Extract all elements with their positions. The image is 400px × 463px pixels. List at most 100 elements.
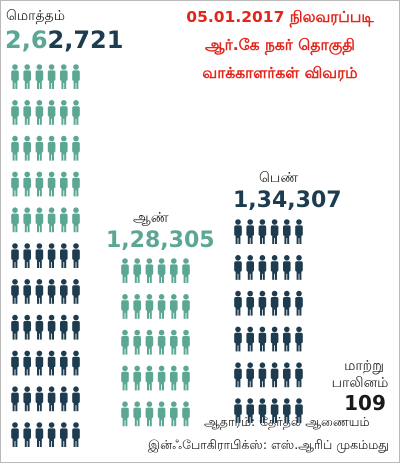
total-person-icon xyxy=(47,100,56,125)
total-person-icon xyxy=(47,171,56,197)
female-person-icon xyxy=(234,219,242,244)
total-person-icon xyxy=(35,279,44,304)
male-person-icon xyxy=(157,365,166,391)
total-person-icon xyxy=(60,171,68,197)
total-person-icon xyxy=(60,135,68,161)
total-person-icon xyxy=(47,386,56,412)
total-person-icon xyxy=(11,279,19,304)
total-person-icon xyxy=(35,243,44,268)
total-person-icon xyxy=(60,350,68,376)
male-person-icon xyxy=(157,294,166,319)
total-person-icon xyxy=(23,422,31,447)
female-person-icon xyxy=(258,326,267,352)
total-person-icon xyxy=(72,279,80,304)
credit-text: இன்ஃபோகிராபிக்ஸ்: எஸ்.ஆரிப் முகம்மது xyxy=(148,437,390,452)
total-person-icon xyxy=(11,386,19,412)
total-person-icon xyxy=(72,207,80,233)
male-person-icon xyxy=(157,329,166,355)
other-value: 109 xyxy=(344,391,386,415)
male-person-icon xyxy=(121,294,129,319)
female-person-icon xyxy=(234,326,242,352)
male-person-icon xyxy=(145,401,154,427)
female-person-icon xyxy=(246,290,254,316)
male-person-icon xyxy=(182,401,190,427)
female-person-icon xyxy=(246,362,254,388)
female-person-icon xyxy=(283,254,291,280)
total-value-part1: 2,6 xyxy=(5,26,48,54)
total-label: மொத்தம் xyxy=(6,8,65,24)
female-person-icon xyxy=(258,290,267,316)
total-person-icon xyxy=(11,422,19,447)
total-person-icon xyxy=(35,207,44,233)
chart-title-line-2: ஆர்.கே நகர் தொகுதி xyxy=(205,36,355,54)
other-label-line-2: பாலினம் xyxy=(331,375,389,391)
total-person-icon xyxy=(47,422,56,447)
total-person-icon xyxy=(35,100,44,125)
male-person-icon xyxy=(133,365,141,391)
female-person-icon xyxy=(295,398,303,423)
total-person-icon xyxy=(72,135,80,161)
female-person-icon xyxy=(270,254,279,280)
total-person-icon xyxy=(23,314,31,340)
total-person-icon xyxy=(47,207,56,233)
total-person-icon xyxy=(35,314,44,340)
total-person-icon xyxy=(47,350,56,376)
female-person-icon xyxy=(258,219,267,244)
female-person-icon xyxy=(295,254,303,280)
total-person-icon xyxy=(72,314,80,340)
total-person-icon xyxy=(23,279,31,304)
female-person-icon xyxy=(283,362,291,388)
total-person-icon xyxy=(23,171,31,197)
total-person-icon xyxy=(11,350,19,376)
total-person-icon xyxy=(11,171,19,197)
female-person-icon xyxy=(283,219,291,244)
female-person-icon xyxy=(283,326,291,352)
male-person-icon xyxy=(145,365,154,391)
male-person-icon xyxy=(170,258,178,283)
total-person-icon xyxy=(35,386,44,412)
total-person-icon xyxy=(11,243,19,268)
total-person-icon xyxy=(23,135,31,161)
male-person-icon xyxy=(157,401,166,427)
female-person-icon xyxy=(234,254,242,280)
female-person-icon xyxy=(295,326,303,352)
male-person-icon xyxy=(121,365,129,391)
total-person-icon xyxy=(23,100,31,125)
total-person-icon xyxy=(60,64,68,89)
total-person-icon xyxy=(72,386,80,412)
male-person-icon xyxy=(121,401,129,427)
male-person-icon xyxy=(145,258,154,283)
total-person-icon xyxy=(60,422,68,447)
total-person-icon xyxy=(72,171,80,197)
female-person-icon xyxy=(234,290,242,316)
male-person-icon xyxy=(182,365,190,391)
male-person-icon xyxy=(182,258,190,283)
male-person-icon xyxy=(133,329,141,355)
total-person-icon xyxy=(72,350,80,376)
male-person-icon xyxy=(182,329,190,355)
male-person-icon xyxy=(157,258,166,283)
total-person-icon xyxy=(35,171,44,197)
female-person-icon xyxy=(270,219,279,244)
total-person-icon xyxy=(11,64,19,89)
total-person-icon xyxy=(35,350,44,376)
male-person-icon xyxy=(121,329,129,355)
total-person-icon xyxy=(23,350,31,376)
male-person-icon xyxy=(182,294,190,319)
male-person-icon xyxy=(133,294,141,319)
total-person-icon xyxy=(23,207,31,233)
female-person-icon xyxy=(283,398,291,423)
male-person-icon xyxy=(145,294,154,319)
total-person-icon xyxy=(47,135,56,161)
female-value: 1,34,307 xyxy=(233,188,342,213)
male-person-icon xyxy=(121,258,129,283)
female-person-icon xyxy=(234,398,242,423)
female-person-icon xyxy=(295,290,303,316)
total-person-icon xyxy=(35,64,44,89)
total-person-icon xyxy=(23,64,31,89)
other-label-line-1: மாற்று xyxy=(344,358,384,374)
total-person-icon xyxy=(72,64,80,89)
total-person-icon xyxy=(72,100,80,125)
male-person-icon xyxy=(170,294,178,319)
